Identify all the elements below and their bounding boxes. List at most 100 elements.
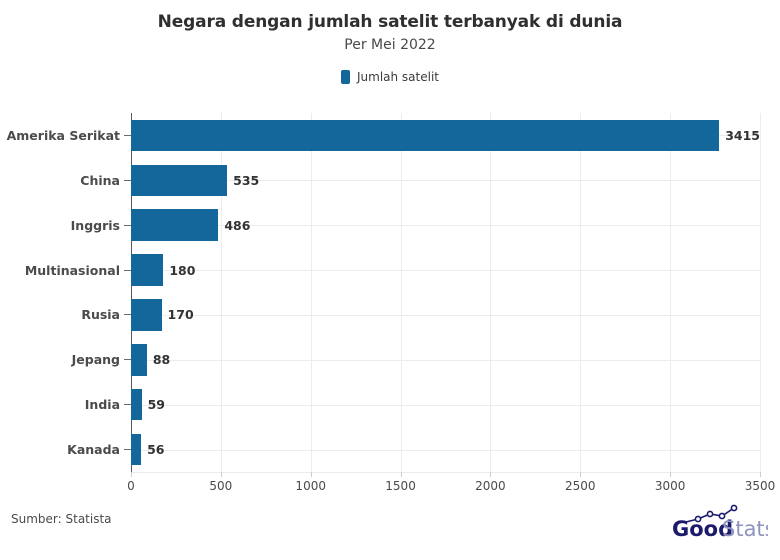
- y-axis-category: Amerika Serikat: [0, 113, 131, 158]
- y-axis-tick-mark: [124, 224, 131, 226]
- logo-node-icon: [706, 510, 714, 518]
- bar-value-label: 3415: [725, 127, 760, 143]
- page-title: Negara dengan jumlah satelit terbanyak d…: [157, 12, 623, 32]
- y-axis-tick-mark: [124, 314, 131, 316]
- bar-row[interactable]: 535: [131, 158, 760, 203]
- x-axis-tick-label: 1000: [295, 479, 326, 493]
- legend-color-swatch: [340, 70, 350, 85]
- x-axis-tick-mark: [490, 472, 492, 477]
- bar[interactable]: [131, 344, 147, 376]
- gridline-vertical: [131, 113, 132, 472]
- y-axis-tick-mark: [124, 359, 131, 361]
- y-axis-tick-label: Jepang: [71, 352, 120, 368]
- x-axis-tick-label: 1500: [385, 479, 416, 493]
- y-axis-category: China: [0, 158, 131, 203]
- goodstats-logo: Good Stats: [672, 504, 776, 544]
- bar[interactable]: [131, 164, 228, 197]
- x-axis-tick-label: 3000: [654, 479, 686, 493]
- x-axis-labels: 0 500 1000 1500 2000 2500 3000 3500: [127, 472, 775, 498]
- bar-row[interactable]: 56: [131, 427, 760, 472]
- x-axis-tick-mark: [400, 472, 402, 477]
- x-axis-tick-label: 500: [209, 479, 233, 493]
- gridline-horizontal: [131, 135, 760, 136]
- y-axis-tick-label: Kanada: [67, 442, 120, 458]
- y-axis-tick-mark: [124, 404, 131, 406]
- gridline-horizontal: [131, 450, 760, 451]
- y-axis-tick-label: Amerika Serikat: [6, 127, 120, 143]
- x-axis-line: [131, 472, 760, 473]
- chart-gridlines: [131, 113, 761, 472]
- y-axis-category: India: [0, 382, 131, 427]
- y-axis-tick-mark: [124, 134, 131, 136]
- gridline-vertical: [220, 113, 222, 472]
- y-axis-tick-mark: [124, 449, 131, 451]
- chart-legend: Jumlah satelit: [0, 70, 780, 85]
- y-axis-category: Inggris: [0, 203, 131, 248]
- legend-item-label: Jumlah satelit: [356, 70, 439, 85]
- bar[interactable]: [131, 388, 142, 421]
- x-axis-tick-label: 3500: [744, 479, 776, 493]
- bar[interactable]: [131, 299, 162, 331]
- bar-value-label: 180: [169, 262, 196, 278]
- x-axis-tick-label: 2500: [565, 479, 596, 493]
- chart-header: Negara dengan jumlah satelit terbanyak d…: [0, 0, 780, 85]
- y-axis-tick-mark: [124, 269, 131, 271]
- gridline-horizontal: [131, 180, 760, 181]
- goodstats-logo-svg: Good Stats: [672, 504, 776, 541]
- y-axis-labels: Amerika Serikat China Inggris Multinasional…: [0, 113, 131, 472]
- gridline-vertical: [490, 113, 492, 472]
- bar-value-label: 59: [147, 397, 165, 413]
- x-axis-tick-label: 2000: [475, 479, 506, 493]
- bar-row[interactable]: 59: [131, 382, 760, 427]
- y-axis-category: Jepang: [0, 337, 131, 382]
- gridline-vertical: [310, 113, 312, 472]
- gridline-vertical: [670, 113, 672, 472]
- logo-text-secondary: Stats: [722, 517, 768, 541]
- bar-value-label: 535: [233, 172, 260, 188]
- source-attribution: Sumber: Statista: [11, 512, 112, 526]
- y-axis-tick-label: India: [84, 397, 120, 413]
- y-axis-category: Rusia: [0, 293, 131, 338]
- bar-value-label: 56: [147, 442, 165, 458]
- chart-subtitle: Per Mei 2022: [344, 37, 436, 54]
- bar-row[interactable]: 3415: [131, 113, 760, 158]
- y-axis-tick-label: Multinasional: [24, 262, 120, 278]
- logo-text-primary: Good: [672, 517, 733, 541]
- gridline-horizontal: [131, 270, 760, 271]
- gridline-horizontal: [131, 405, 760, 406]
- y-axis-tick-label: Inggris: [70, 217, 120, 233]
- logo-node-icon: [694, 515, 702, 523]
- x-axis-tick-mark: [670, 472, 672, 477]
- bar-row[interactable]: 180: [131, 248, 760, 293]
- x-axis-tick-label: 0: [127, 479, 135, 493]
- y-axis-tick-label: Rusia: [81, 307, 120, 323]
- y-axis-category: Multinasional: [0, 248, 131, 293]
- gridline-horizontal: [131, 225, 760, 226]
- bar[interactable]: [131, 433, 142, 466]
- bar-value-label: 170: [167, 307, 194, 323]
- bar-value-label: 88: [152, 352, 171, 368]
- y-axis-category: Kanada: [0, 427, 131, 472]
- bar[interactable]: [131, 209, 219, 241]
- logo-node-icon: [730, 504, 738, 512]
- x-axis-tick-mark: [131, 472, 132, 477]
- bar-value-label: 486: [224, 217, 251, 233]
- bar[interactable]: [131, 254, 164, 286]
- bar-row[interactable]: 170: [131, 293, 760, 338]
- bar[interactable]: [131, 119, 720, 152]
- gridline-vertical: [580, 113, 582, 472]
- gridline-horizontal: [131, 315, 760, 316]
- gridline-vertical: [400, 113, 402, 472]
- y-axis-tick-mark: [124, 179, 131, 181]
- x-axis-tick-mark: [310, 472, 312, 477]
- bar-row[interactable]: 88: [131, 337, 760, 382]
- x-axis-tick-mark: [580, 472, 582, 477]
- y-axis-line: [131, 113, 132, 473]
- x-axis-tick-mark: [220, 472, 222, 477]
- x-axis-tick-mark: [760, 472, 761, 477]
- bar-row[interactable]: 486: [131, 203, 760, 248]
- chart-bars: 3415 535 486 180 170 88 59 56: [131, 113, 760, 472]
- logo-node-icon: [718, 512, 726, 520]
- y-axis-tick-label: China: [80, 172, 120, 188]
- chart-footer: Sumber: Statista Good Stats: [0, 498, 780, 560]
